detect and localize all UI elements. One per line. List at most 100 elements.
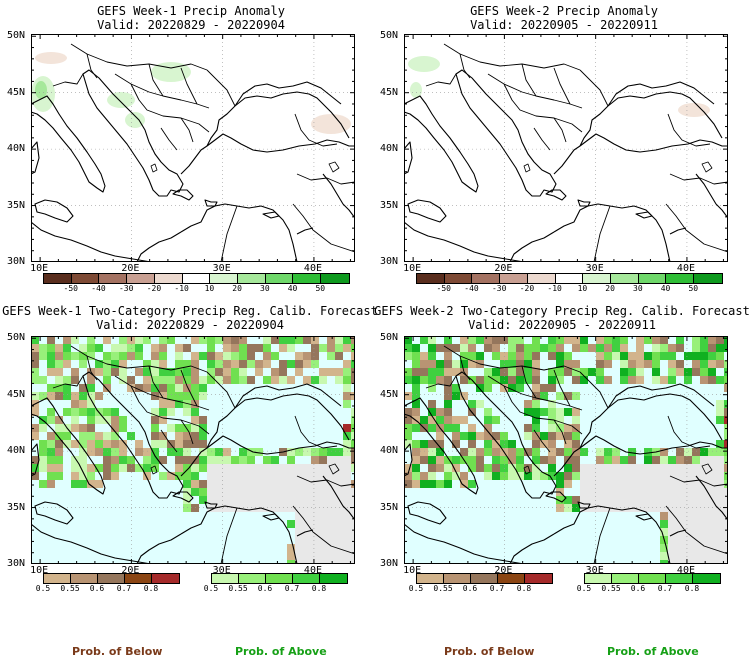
colorbar-swatch [666,274,695,283]
lon-label: 20E [121,565,140,576]
colorbar-swatch [239,574,266,583]
lon-label: 10E [30,565,49,576]
colorbar-tick-label: 10 [577,284,588,293]
colorbar-swatch [44,274,72,283]
lat-label: 30N [380,256,399,267]
colorbar-tick-label: -30 [118,284,134,293]
lon-label: 30E [212,565,231,576]
colorbar-swatch [638,274,667,283]
colorbar-swatch [500,274,528,283]
lat-label: 35N [380,199,399,211]
lon-label: 10E [30,263,49,274]
colorbar-tick-label: 0.8 [684,584,700,593]
colorbar-swatch [527,274,556,283]
colorbar-tick-label: 10 [204,284,215,293]
colorbar-swatch [444,274,473,283]
panel-2-title: GEFS Week-2 Precip Anomaly Valid: 2022090… [470,4,658,32]
lat-label: 45N [7,388,26,400]
prob-below-label-week2: Prob. of Below [444,645,535,658]
colorbar-tick-label: 30 [260,284,270,293]
colorbar-swatch [98,574,125,583]
colorbar-tick-label: 30 [633,284,643,293]
colorbar-tick-label: 0.5 [408,584,424,593]
colorbar-tick-label: 0.6 [630,584,646,593]
colorbar-tick-label: 50 [315,284,326,293]
lon-label: 30E [585,565,604,576]
colorbar-tick-label: 50 [688,284,699,293]
prob-above-label-week2: Prob. of Above [607,645,699,658]
colorbar-swatch [125,574,152,583]
colorbar-tick-label: 0.6 [257,584,273,593]
colorbar-tick-label: -30 [491,284,507,293]
colorbar-tick-label: -50 [63,284,78,293]
colorbar-swatch [320,574,347,583]
lat-label: 35N [7,199,26,211]
colorbar-swatch [152,574,179,583]
colorbar-tick-label: -20 [146,284,162,293]
panel-3-title: GEFS Week-1 Two-Category Precip Reg. Cal… [2,304,378,332]
colorbar-tick-label: 0.55 [433,584,453,593]
colorbar-tick-label: 0.5 [35,584,51,593]
colorbar-tick-label: 0.6 [89,584,105,593]
panel-1-title: GEFS Week-1 Precip Anomaly Valid: 2022082… [97,4,285,32]
colorbar-tick-label: 0.7 [657,584,673,593]
lon-label: 40E [676,263,695,274]
colorbar-swatch [293,574,320,583]
colorbar-swatch [154,274,183,283]
lat-label: 45N [380,388,399,400]
colorbar-tick-label: 0.5 [576,584,592,593]
colorbar-swatch [293,274,322,283]
colorbar-swatch [127,274,155,283]
colorbar-tick-label: 40 [287,284,298,293]
below-colorbar-week1 [43,573,180,584]
colorbar-swatch [44,574,71,583]
colorbar-swatch [694,274,722,283]
colorbar-tick-label: -20 [519,284,535,293]
lat-label: 50N [380,332,399,344]
anomaly-colorbar-week1 [43,273,350,284]
colorbar-tick-label: 20 [232,284,242,293]
lon-label: 40E [676,565,695,576]
colorbar-tick-label: 0.5 [203,584,219,593]
anomaly-map-week2 [404,34,728,262]
lat-label: 40N [380,445,399,457]
colorbar-swatch [693,574,720,583]
colorbar-tick-label: 0.55 [601,584,621,593]
lat-label: 50N [380,30,399,42]
colorbar-swatch [99,274,128,283]
colorbar-tick-label: 0.55 [228,584,248,593]
colorbar-tick-label: -10 [547,284,562,293]
lat-label: 35N [7,501,26,513]
lat-label: 50N [7,30,26,42]
colorbar-tick-label: 0.7 [489,584,505,593]
colorbar-swatch [472,274,501,283]
colorbar-swatch [471,574,498,583]
lat-label: 30N [7,256,26,267]
colorbar-swatch [71,274,100,283]
colorbar-swatch [238,274,266,283]
lon-label: 30E [212,263,231,274]
colorbar-tick-label: 0.7 [116,584,132,593]
colorbar-swatch [266,574,293,583]
colorbar-tick-label: -50 [436,284,451,293]
prob-map-week2 [404,336,728,564]
colorbar-swatch [321,274,349,283]
lat-label: 35N [380,501,399,513]
colorbar-swatch [612,574,639,583]
prob-map-week1 [31,336,355,564]
colorbar-tick-label: 0.8 [311,584,327,593]
lat-label: 40N [7,143,26,155]
below-colorbar-week2 [416,573,553,584]
prob-below-label-week1: Prob. of Below [72,645,163,658]
lon-label: 40E [303,565,322,576]
lat-label: 40N [7,445,26,457]
above-colorbar-week1 [211,573,348,584]
lat-label: 45N [380,86,399,98]
colorbar-swatch [611,274,639,283]
lat-label: 40N [380,143,399,155]
colorbar-swatch [444,574,471,583]
colorbar-tick-label: 0.8 [143,584,159,593]
colorbar-tick-label: -10 [174,284,189,293]
colorbar-swatch [71,574,98,583]
lat-label: 30N [7,558,26,569]
